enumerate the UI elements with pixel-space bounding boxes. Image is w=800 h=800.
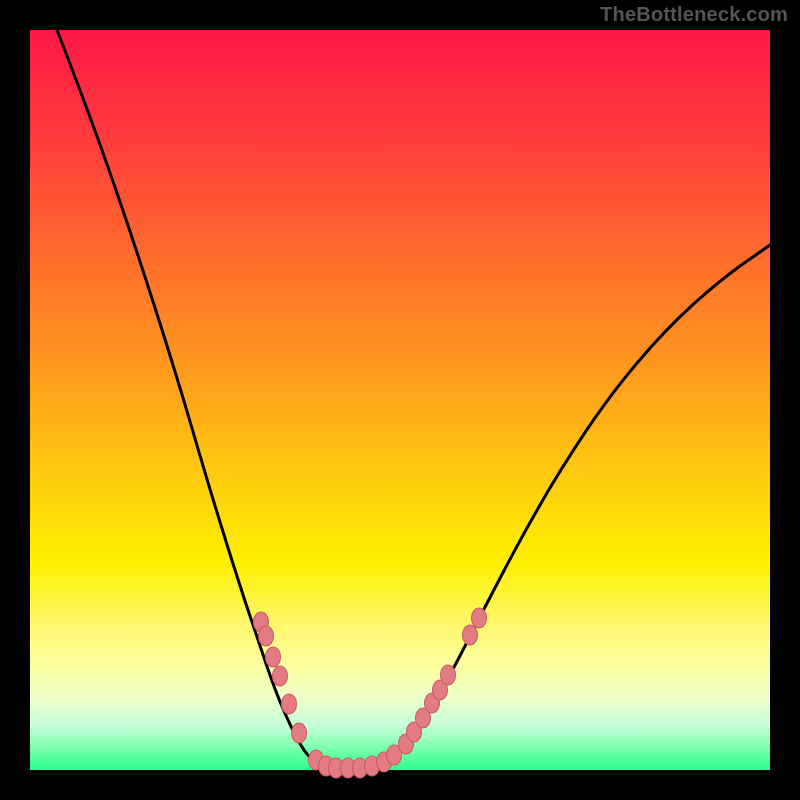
bottleneck-chart (0, 0, 800, 800)
watermark-text: TheBottleneck.com (600, 4, 788, 27)
chart-container: TheBottleneck.com (0, 0, 800, 800)
